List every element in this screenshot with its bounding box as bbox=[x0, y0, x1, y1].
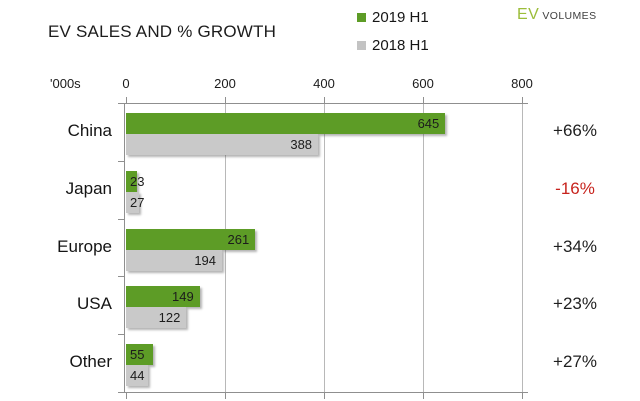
y-axis-line bbox=[124, 103, 125, 392]
x-axis-tick-mark bbox=[225, 393, 226, 399]
logo-volumes-text: VOLUMES bbox=[542, 10, 597, 22]
growth-label-other: +27% bbox=[553, 352, 597, 372]
x-axis-tick-mark bbox=[225, 97, 226, 103]
ev-volumes-logo: EV VOLUMES bbox=[517, 6, 597, 24]
x-axis-top-line bbox=[122, 103, 528, 104]
category-label-usa: USA bbox=[77, 294, 112, 314]
growth-label-usa: +23% bbox=[553, 294, 597, 314]
x-axis-tick-mark bbox=[126, 97, 127, 103]
y-axis-tick-mark bbox=[118, 276, 124, 278]
x-axis-bottom-line bbox=[122, 392, 528, 393]
y-axis-tick-mark bbox=[118, 218, 124, 220]
bar-2019-h1-europe bbox=[126, 228, 256, 250]
bar-2018-h1-usa bbox=[126, 307, 187, 329]
category-label-china: China bbox=[67, 120, 112, 140]
bar-2019-h1-usa bbox=[126, 286, 200, 308]
x-axis-tick-mark bbox=[522, 393, 523, 399]
x-axis-tick-mark bbox=[423, 97, 424, 103]
bar-2019-h1-china bbox=[126, 113, 446, 134]
logo-ev-text: EV bbox=[517, 6, 540, 23]
bar-2018-h1-japan bbox=[126, 191, 140, 213]
legend-label-2018: 2018 H1 bbox=[372, 37, 429, 54]
bar-2019-h1-other bbox=[126, 344, 154, 366]
bar-2019-h1-japan bbox=[126, 170, 138, 192]
bar-value-label: 149 bbox=[172, 289, 194, 305]
x-axis-tick-mark bbox=[324, 393, 325, 399]
growth-label-europe: +34% bbox=[553, 236, 597, 256]
category-label-japan: Japan bbox=[65, 178, 112, 198]
y-axis-tick-mark bbox=[118, 103, 124, 104]
axis-unit-label: '000s bbox=[50, 76, 81, 91]
y-axis-tick-mark bbox=[118, 392, 124, 393]
growth-label-japan: -16% bbox=[555, 178, 595, 198]
bar-value-label: 388 bbox=[290, 137, 313, 152]
bar-value-label: 645 bbox=[417, 116, 440, 131]
category-label-europe: Europe bbox=[57, 236, 112, 256]
x-axis-tick-label: 400 bbox=[313, 76, 335, 91]
legend-item-2019-h1: 2019 H1 bbox=[357, 9, 429, 26]
category-label-other: Other bbox=[69, 352, 112, 372]
chart-title: EV SALES AND % GROWTH bbox=[48, 22, 277, 41]
y-axis-tick-mark bbox=[118, 160, 124, 162]
x-axis-tick-label: 0 bbox=[122, 76, 130, 91]
bar-2018-h1-europe bbox=[126, 249, 223, 271]
legend-swatch-2018-icon bbox=[357, 41, 366, 50]
gridline bbox=[324, 103, 325, 392]
x-axis-tick-mark bbox=[324, 97, 325, 103]
y-axis-tick-mark bbox=[118, 334, 124, 336]
bar-2018-h1-china bbox=[126, 134, 319, 155]
bar-value-label: 261 bbox=[227, 231, 250, 247]
x-axis-tick-mark bbox=[423, 393, 424, 399]
x-axis-tick-mark bbox=[522, 97, 523, 103]
legend-item-2018-h1: 2018 H1 bbox=[357, 37, 429, 54]
bar-value-label: 23 bbox=[130, 173, 145, 189]
x-axis-tick-label: 200 bbox=[214, 76, 236, 91]
x-axis-tick-mark bbox=[126, 393, 127, 399]
bar-value-label: 55 bbox=[130, 347, 145, 363]
bar-2018-h1-other bbox=[126, 365, 148, 387]
x-axis-tick-label: 800 bbox=[511, 76, 533, 91]
bar-value-label: 122 bbox=[158, 310, 181, 326]
bar-value-label: 44 bbox=[130, 368, 145, 384]
legend-swatch-2019-icon bbox=[357, 13, 366, 22]
x-axis-tick-label: 600 bbox=[412, 76, 434, 91]
growth-label-china: +66% bbox=[553, 120, 597, 140]
gridline bbox=[522, 103, 523, 392]
bar-value-label: 194 bbox=[194, 252, 217, 268]
bar-value-label: 27 bbox=[130, 194, 145, 210]
legend-label-2019: 2019 H1 bbox=[372, 9, 429, 26]
gridline bbox=[423, 103, 424, 392]
